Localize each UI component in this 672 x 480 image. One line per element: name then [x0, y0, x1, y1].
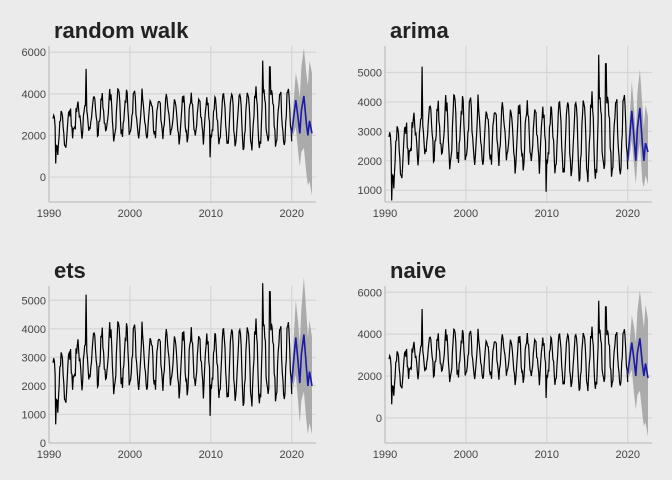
- x-tick-label: 2020: [615, 449, 639, 461]
- prediction-interval-band: [627, 290, 648, 437]
- forecast-line: [626, 107, 649, 161]
- y-tick-label: 0: [376, 413, 382, 425]
- panel-arima: arima 1000 2000 3000 4000 5000 1990 2000 2010 20…: [358, 18, 652, 220]
- panel-title: random walk: [54, 18, 189, 43]
- forecast-line: [290, 334, 313, 387]
- x-tick-label: 2000: [454, 208, 478, 220]
- x-tick-label: 2010: [535, 449, 559, 461]
- panel-title: arima: [390, 18, 449, 43]
- forecast-line: [626, 338, 649, 379]
- x-tick-label: 1990: [37, 449, 61, 461]
- y-tick-label: 5000: [358, 67, 382, 79]
- panel-naive: naive 0 2000 4000 6000 1990 2000 2010 2020: [358, 258, 652, 461]
- panel-title: ets: [54, 258, 86, 283]
- y-tick-label: 6000: [22, 47, 46, 59]
- panel-title: naive: [390, 258, 446, 283]
- panel-ets: ets 0 1000 2000 3000 4000 5000 1990 2000 2010 202…: [22, 258, 316, 461]
- y-tick-label: 2000: [358, 371, 382, 383]
- x-tick-label: 2000: [118, 208, 142, 220]
- x-tick-label: 2020: [615, 208, 639, 220]
- x-tick-label: 2020: [279, 449, 303, 461]
- history-line: [388, 54, 629, 201]
- y-tick-label: 1000: [22, 409, 46, 421]
- y-tick-label: 3000: [22, 352, 46, 364]
- y-tick-label: 4000: [22, 324, 46, 336]
- y-tick-label: 3000: [358, 126, 382, 138]
- x-tick-label: 1990: [373, 208, 397, 220]
- y-tick-label: 6000: [358, 287, 382, 299]
- x-tick-label: 2010: [199, 449, 223, 461]
- y-tick-label: 2000: [22, 381, 46, 393]
- y-tick-label: 4000: [358, 97, 382, 109]
- x-tick-label: 2010: [535, 208, 559, 220]
- x-tick-label: 2020: [279, 208, 303, 220]
- y-tick-label: 2000: [358, 156, 382, 168]
- history-line: [52, 283, 293, 425]
- prediction-interval-band: [291, 48, 312, 196]
- x-tick-label: 2000: [454, 449, 478, 461]
- history-line: [52, 60, 293, 164]
- y-tick-label: 5000: [22, 295, 46, 307]
- y-tick-label: 0: [40, 172, 46, 184]
- y-tick-label: 1000: [358, 185, 382, 197]
- x-tick-label: 2000: [118, 449, 142, 461]
- y-tick-label: 4000: [22, 89, 46, 101]
- history-line: [388, 300, 629, 405]
- panel-random-walk: random walk 0 2000 4000 6000 1990 2000 2010 202…: [22, 18, 316, 220]
- x-tick-label: 1990: [37, 208, 61, 220]
- y-tick-label: 4000: [358, 329, 382, 341]
- y-tick-label: 2000: [22, 130, 46, 142]
- x-tick-label: 2010: [199, 208, 223, 220]
- y-tick-label: 0: [40, 438, 46, 450]
- x-tick-label: 1990: [373, 449, 397, 461]
- forecast-line: [290, 95, 313, 136]
